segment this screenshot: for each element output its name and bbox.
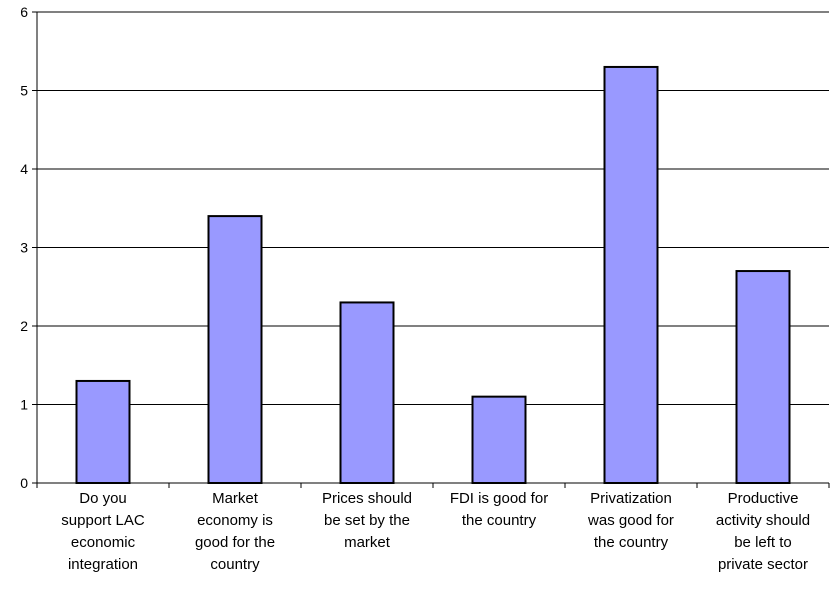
x-category-label-line: be set by the xyxy=(324,512,410,529)
x-category-label-line: economy is xyxy=(197,512,273,529)
x-category-label: Market economy is good for the country xyxy=(195,490,275,573)
gridlines xyxy=(37,11,829,405)
x-category-label-line: integration xyxy=(68,556,138,573)
y-tick-label: 4 xyxy=(20,161,28,177)
y-tick-label: 3 xyxy=(20,240,28,256)
x-category-label-line: support LAC xyxy=(61,512,145,529)
x-category-label-line: the country xyxy=(462,512,537,529)
x-category-label-line: country xyxy=(210,556,260,573)
bar xyxy=(207,215,263,484)
bar xyxy=(339,301,395,485)
x-category-label-line: Productive xyxy=(728,490,799,507)
y-tick-label: 0 xyxy=(20,475,28,491)
bar xyxy=(735,270,791,484)
x-category-label: Prices should be set by the market xyxy=(322,490,412,551)
x-category-label: FDI is good for the country xyxy=(450,490,548,529)
y-tick-label: 2 xyxy=(20,318,28,334)
x-category-label-line: the country xyxy=(594,534,669,551)
x-category-label-line: be left to xyxy=(734,534,792,551)
axes xyxy=(32,11,830,488)
x-category-label: Productive activity should be left to priva… xyxy=(716,490,810,573)
x-axis-category-labels: Do you support LAC economic integration Mark… xyxy=(61,490,810,573)
x-category-label-line: Privatization xyxy=(590,490,672,507)
x-category-label-line: Market xyxy=(212,490,259,507)
x-category-label: Do you support LAC economic integration xyxy=(61,490,145,573)
x-category-label-line: activity should xyxy=(716,512,810,529)
x-category-label: Privatization was good for the country xyxy=(587,490,674,551)
y-tick-label: 5 xyxy=(20,83,28,99)
x-category-label-line: economic xyxy=(71,534,136,551)
x-category-label-line: market xyxy=(344,534,391,551)
bar xyxy=(603,65,659,484)
x-category-label-line: good for the xyxy=(195,534,275,551)
x-category-label-line: FDI is good for xyxy=(450,490,548,507)
x-category-label-line: Prices should xyxy=(322,490,412,507)
bar xyxy=(75,379,131,485)
y-tick-label: 6 xyxy=(20,4,28,20)
x-category-label-line: was good for xyxy=(587,512,674,529)
bar xyxy=(471,395,527,484)
x-category-label-line: Do you xyxy=(79,490,127,507)
y-tick-label: 1 xyxy=(20,397,28,413)
bars xyxy=(75,65,791,485)
y-axis-tick-labels: 0 1 2 3 4 5 6 xyxy=(20,4,28,491)
x-category-label-line: private sector xyxy=(718,556,808,573)
